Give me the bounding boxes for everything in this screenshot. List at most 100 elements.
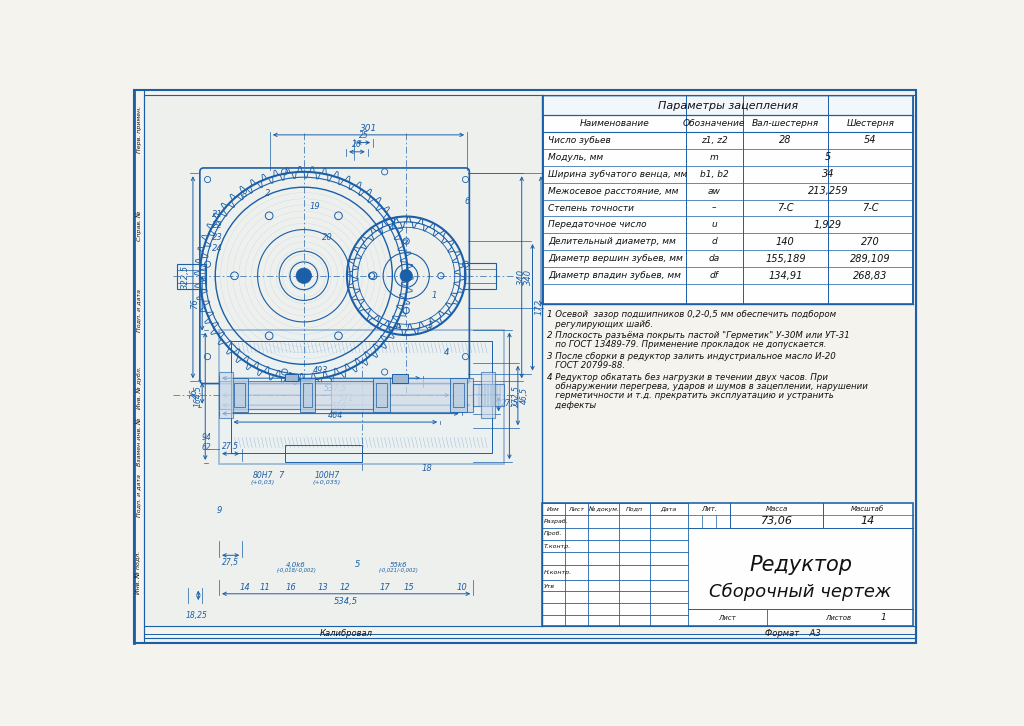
Text: Вал-шестерня: Вал-шестерня (752, 119, 819, 128)
Text: Обозначение: Обозначение (683, 119, 745, 128)
Text: 6: 6 (464, 197, 470, 205)
Text: 140: 140 (776, 237, 795, 247)
Text: z1, z2: z1, z2 (700, 136, 728, 144)
Text: 1 Осевой  зазор подшипников 0,2-0,5 мм обеспечить подбором: 1 Осевой зазор подшипников 0,2-0,5 мм об… (547, 311, 837, 319)
Text: Делительный диаметр, мм: Делительный диаметр, мм (548, 237, 676, 246)
Text: 27,5: 27,5 (222, 442, 240, 452)
Text: 15: 15 (403, 583, 415, 592)
Bar (285, 445, 361, 462)
Text: 20: 20 (322, 233, 332, 242)
Text: 25: 25 (358, 131, 369, 140)
Text: по ГОСТ 13489-79. Применение прокладок не допускается.: по ГОСТ 13489-79. Применение прокладок н… (547, 340, 826, 349)
Text: 340: 340 (524, 269, 534, 285)
Text: (+0,035): (+0,035) (312, 480, 341, 485)
Text: 7-С: 7-С (862, 203, 879, 213)
Text: герметичности и т.д. прекратить эксплуатацию и устранить: герметичности и т.д. прекратить эксплуат… (547, 391, 834, 400)
Bar (373, 378, 390, 412)
Text: 289,109: 289,109 (850, 254, 891, 264)
Text: 9: 9 (216, 506, 222, 515)
Text: 7: 7 (279, 471, 284, 481)
Text: 26: 26 (190, 388, 199, 399)
Circle shape (296, 268, 311, 283)
Text: 62: 62 (202, 443, 211, 452)
Text: Проб.: Проб. (544, 531, 562, 537)
Bar (451, 378, 467, 412)
Text: 340: 340 (516, 269, 525, 285)
Bar (219, 381, 373, 409)
Text: Масштаб: Масштаб (851, 506, 885, 512)
Text: b1, b2: b1, b2 (699, 170, 729, 179)
Text: 26: 26 (352, 141, 361, 150)
Text: регулирующих шайб.: регулирующих шайб. (547, 319, 653, 329)
Text: обнаружении перегрева, ударов и шумов в зацеплении, нарушении: обнаружении перегрева, ударов и шумов в … (547, 382, 868, 391)
Bar (300, 378, 315, 412)
Text: 1,929: 1,929 (814, 220, 842, 230)
Bar (177, 264, 206, 289)
Text: Модуль, мм: Модуль, мм (548, 152, 603, 162)
Text: Лист: Лист (568, 507, 585, 512)
Text: Листов: Листов (825, 615, 852, 621)
Text: 301: 301 (359, 123, 377, 133)
Bar (230, 341, 493, 453)
Circle shape (400, 269, 413, 282)
Bar (303, 383, 312, 407)
Text: 27,5: 27,5 (222, 558, 240, 567)
Text: 571: 571 (339, 393, 354, 403)
Text: Подп: Подп (626, 507, 643, 512)
Text: 19: 19 (310, 202, 321, 211)
Bar (285, 374, 298, 381)
Text: aw: aw (708, 187, 721, 195)
Text: Лит.: Лит. (701, 506, 717, 512)
Text: 17: 17 (379, 583, 390, 592)
Text: № докум.: № докум. (588, 506, 618, 512)
Text: 8: 8 (242, 190, 247, 200)
Text: Инв. № подл.: Инв. № подл. (136, 550, 141, 594)
Text: 76: 76 (190, 298, 199, 309)
Text: Подп. и дата: Подп. и дата (136, 289, 141, 332)
Text: Наименование: Наименование (580, 119, 649, 128)
Text: Шестерня: Шестерня (847, 119, 894, 128)
Text: Диаметр вершин зубьев, мм: Диаметр вершин зубьев, мм (548, 254, 683, 264)
Text: Справ. №: Справ. № (136, 211, 142, 241)
Bar (376, 383, 387, 407)
Text: 172: 172 (535, 299, 544, 315)
Text: 7-С: 7-С (777, 203, 794, 213)
Text: 11: 11 (260, 583, 270, 592)
Text: 55k6: 55k6 (390, 561, 408, 568)
Text: 73,06: 73,06 (761, 516, 793, 526)
Text: Ширина зубчатого венца, мм: Ширина зубчатого венца, мм (548, 170, 687, 179)
Text: d: d (712, 237, 717, 246)
Text: 5: 5 (824, 152, 831, 162)
Text: 13: 13 (317, 583, 329, 592)
Text: 28: 28 (779, 135, 792, 145)
Text: 27,5: 27,5 (501, 399, 519, 408)
Text: 14: 14 (861, 516, 874, 526)
Text: 1: 1 (432, 290, 437, 300)
Text: Подп. и дата: Подп. и дата (136, 474, 141, 517)
Text: Формат    А3: Формат А3 (765, 629, 820, 638)
Text: 2 Плоскость разъёма покрыть пастой "Герметик" У-30М или УТ-31: 2 Плоскость разъёма покрыть пастой "Герм… (547, 331, 850, 340)
Text: Дата: Дата (660, 507, 677, 512)
Text: Диаметр впадин зубьев, мм: Диаметр впадин зубьев, мм (548, 272, 681, 280)
Text: Масса: Масса (766, 506, 787, 512)
Bar (464, 263, 497, 289)
Text: 23: 23 (212, 233, 223, 242)
Bar (233, 383, 245, 407)
Text: 22: 22 (212, 221, 223, 230)
Text: 18,25: 18,25 (185, 611, 208, 620)
Text: 94: 94 (202, 433, 211, 442)
Text: Утв: Утв (544, 584, 555, 589)
Text: 4,0k6: 4,0k6 (287, 561, 306, 568)
Text: 164,5: 164,5 (194, 385, 203, 407)
Text: 100H7: 100H7 (314, 471, 340, 481)
Text: Т.контр.: Т.контр. (544, 544, 571, 549)
Text: 268,83: 268,83 (853, 271, 888, 281)
Text: 24: 24 (212, 245, 223, 253)
Text: 493: 493 (313, 366, 329, 375)
Text: 192,5: 192,5 (544, 229, 552, 253)
Bar (473, 384, 504, 406)
Text: 516: 516 (333, 402, 348, 412)
Text: (+0,03): (+0,03) (251, 480, 275, 485)
Text: (-0,018/-0,002): (-0,018/-0,002) (276, 568, 316, 574)
Text: 1: 1 (881, 613, 887, 622)
